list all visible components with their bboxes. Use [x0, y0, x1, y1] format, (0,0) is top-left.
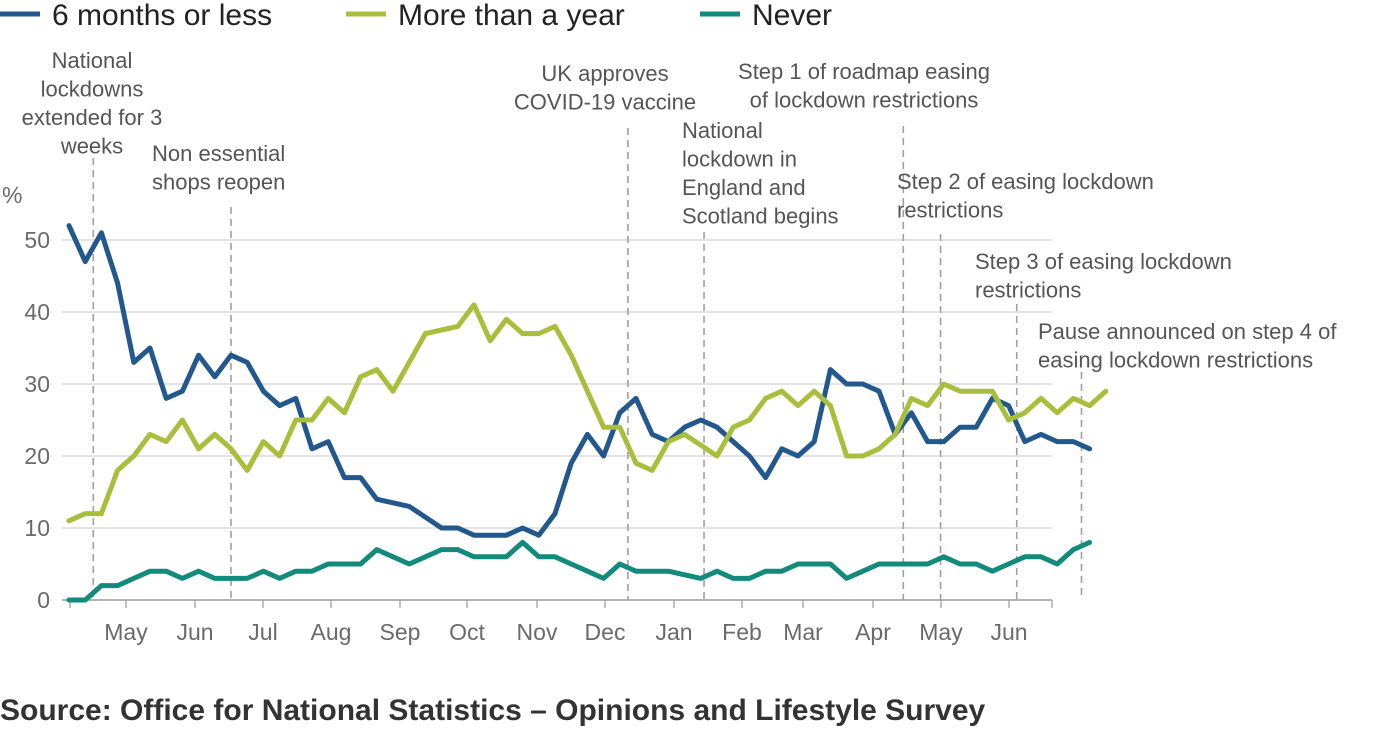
annotation-label: Pause announced on step 4 of: [1038, 319, 1337, 344]
annotation-label: lockdowns: [41, 77, 144, 102]
x-tick-label: Feb: [722, 619, 762, 645]
x-tick-label: Jun: [990, 619, 1027, 645]
annotation-label: Non essential: [152, 141, 285, 166]
legend: 6 months or less More than a year Never: [0, 0, 832, 32]
annotation-label: lockdown in: [682, 147, 797, 172]
annotation-label: restrictions: [975, 278, 1081, 303]
x-tick-label: May: [104, 619, 148, 645]
x-tick-label: Dec: [585, 619, 626, 645]
annotation-label: Step 3 of easing lockdown: [975, 249, 1232, 274]
series-line-6-months-or-less: [66, 223, 1093, 538]
y-tick-label: 50: [24, 227, 50, 253]
annotation-label: weeks: [60, 134, 123, 159]
annotation-label: shops reopen: [152, 170, 285, 195]
annotation-label: Step 1 of roadmap easing: [738, 59, 990, 84]
annotation-label: England and: [682, 175, 806, 200]
x-tick-label: Sep: [380, 619, 421, 645]
annotation-label: restrictions: [897, 198, 1003, 223]
y-axis-label: %: [2, 182, 22, 208]
event-annotations: National lockdowns extended for 3 weeks Non …: [22, 48, 1337, 600]
annotation-label: National: [52, 48, 133, 73]
legend-label: More than a year: [398, 0, 625, 32]
x-tick-label: May: [919, 619, 963, 645]
y-tick-label: 10: [24, 515, 50, 541]
annotation-label: of lockdown restrictions: [750, 88, 979, 113]
annotation-label: extended for 3: [22, 105, 163, 130]
x-tick-label: Oct: [449, 619, 485, 645]
x-tick-label: Aug: [311, 619, 352, 645]
annotation-label: National: [682, 118, 763, 143]
x-tick-label: Jun: [176, 619, 213, 645]
y-tick-label: 0: [37, 587, 50, 613]
legend-label: 6 months or less: [52, 0, 272, 32]
series-line-more-than-a-year: [66, 302, 1109, 524]
series-lines: [66, 223, 1109, 603]
gridlines: [62, 239, 1052, 601]
series-line-never: [66, 539, 1093, 603]
x-tick-label: Jan: [655, 619, 692, 645]
annotation-label: COVID-19 vaccine: [514, 90, 696, 115]
line-chart: 6 months or less More than a year Never 0 1…: [0, 0, 1337, 645]
annotation-label: easing lockdown restrictions: [1038, 348, 1313, 373]
y-tick-label: 30: [24, 371, 50, 397]
source-note: Source: Office for National Statistics –…: [0, 694, 986, 727]
y-axis: 0 10 20 30 40 50: [24, 227, 50, 613]
y-tick-label: 20: [24, 443, 50, 469]
y-tick-label: 40: [24, 299, 50, 325]
x-tick-label: Jul: [248, 619, 277, 645]
x-axis: May Jun Jul Aug Sep Oct Nov Dec Jan Feb Mar Apr May J…: [69, 600, 1053, 645]
legend-label: Never: [752, 0, 832, 32]
x-tick-label: Nov: [517, 619, 558, 645]
annotation-label: Scotland begins: [682, 204, 839, 229]
annotation-label: Step 2 of easing lockdown: [897, 169, 1154, 194]
x-tick-label: Mar: [783, 619, 823, 645]
annotation-label: UK approves: [541, 61, 668, 86]
x-tick-label: Apr: [855, 619, 891, 645]
